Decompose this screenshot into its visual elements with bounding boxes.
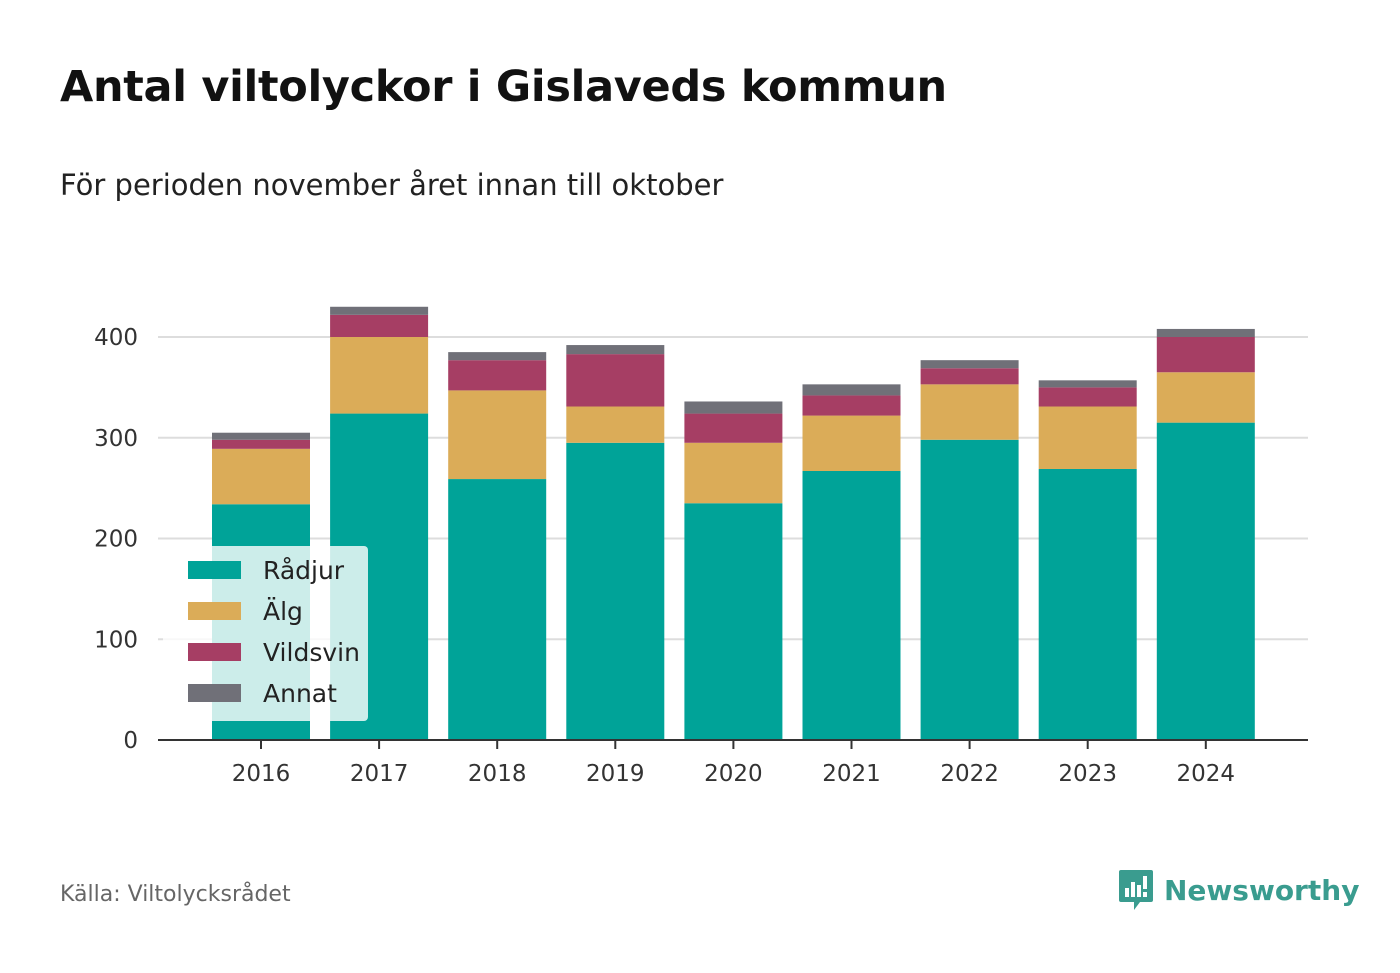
bar-segment	[802, 470, 901, 740]
legend-label: Vildsvin	[263, 637, 360, 667]
bar-segment	[684, 442, 783, 504]
bar-segment	[684, 503, 783, 740]
bar-segment	[566, 345, 665, 355]
x-tick-label: 2021	[822, 761, 881, 787]
legend-item: Annat	[188, 678, 337, 708]
newsworthy-logo-icon	[1119, 870, 1153, 910]
legend-swatch	[188, 684, 241, 702]
bar-segment	[448, 390, 547, 480]
bar-segment	[684, 401, 783, 414]
bar-segment	[1038, 387, 1137, 407]
bar-segment	[1038, 468, 1137, 740]
x-tick-label: 2022	[940, 761, 999, 787]
legend-label: Älg	[263, 596, 303, 626]
bar-segment	[330, 337, 429, 414]
y-tick-label: 300	[94, 426, 138, 452]
bars	[212, 306, 1255, 740]
bar-segment	[448, 352, 547, 361]
legend-label: Annat	[263, 678, 337, 708]
y-tick-label: 200	[94, 527, 138, 553]
bar-segment	[566, 354, 665, 407]
bar-segment	[1156, 422, 1255, 740]
x-tick-label: 2024	[1177, 761, 1236, 787]
bar-segment	[448, 360, 547, 391]
legend-swatch	[188, 561, 241, 579]
legend-label: Rådjur	[263, 555, 345, 585]
bar-segment	[802, 384, 901, 396]
legend-swatch	[188, 602, 241, 620]
legend-item: Rådjur	[188, 555, 344, 585]
bar-segment	[212, 439, 310, 449]
legend: Rådjur Älg Vildsvin Annat	[163, 546, 368, 721]
newsworthy-logo: Newsworthy	[1118, 868, 1359, 912]
bar-segment	[920, 439, 1019, 740]
x-tick-label: 2016	[232, 761, 291, 787]
bar-segment	[1156, 337, 1255, 373]
bar-segment	[330, 306, 429, 315]
bar-segment	[802, 415, 901, 471]
chart-subtitle: För perioden november året innan till ok…	[60, 168, 724, 202]
chart-title: Antal viltolyckor i Gislaveds kommun	[60, 62, 947, 112]
legend-item: Vildsvin	[188, 637, 360, 667]
bar-segment	[1156, 328, 1255, 337]
bar-segment	[448, 479, 547, 740]
bar-segment	[920, 384, 1019, 440]
y-tick-label: 100	[94, 627, 138, 653]
bar-segment	[684, 413, 783, 443]
bar-segment	[330, 314, 429, 337]
bar-segment	[802, 395, 901, 416]
axes: 0 100 200 300 400 2016 2017 2018 2019 2020 2021 202…	[94, 325, 1308, 787]
source-note: Källa: Viltolycksrådet	[60, 882, 291, 907]
bar-segment	[920, 360, 1019, 369]
bar-segment	[566, 406, 665, 443]
x-tick-label: 2020	[704, 761, 763, 787]
bar-segment	[212, 432, 310, 440]
bar-segment	[566, 442, 665, 740]
x-tick-label: 2018	[468, 761, 527, 787]
bar-segment	[1038, 406, 1137, 469]
legend-swatch	[188, 643, 241, 661]
logo-text: Newsworthy	[1164, 873, 1360, 907]
bar-segment	[1038, 380, 1137, 388]
x-tick-label: 2017	[350, 761, 409, 787]
legend-item: Älg	[188, 596, 303, 626]
y-tick-label: 0	[123, 728, 138, 754]
bar-segment	[920, 368, 1019, 385]
y-tick-label: 400	[94, 325, 138, 351]
x-tick-label: 2019	[586, 761, 645, 787]
bar-segment	[212, 448, 310, 505]
bar-segment	[1156, 372, 1255, 423]
x-tick-label: 2023	[1058, 761, 1117, 787]
